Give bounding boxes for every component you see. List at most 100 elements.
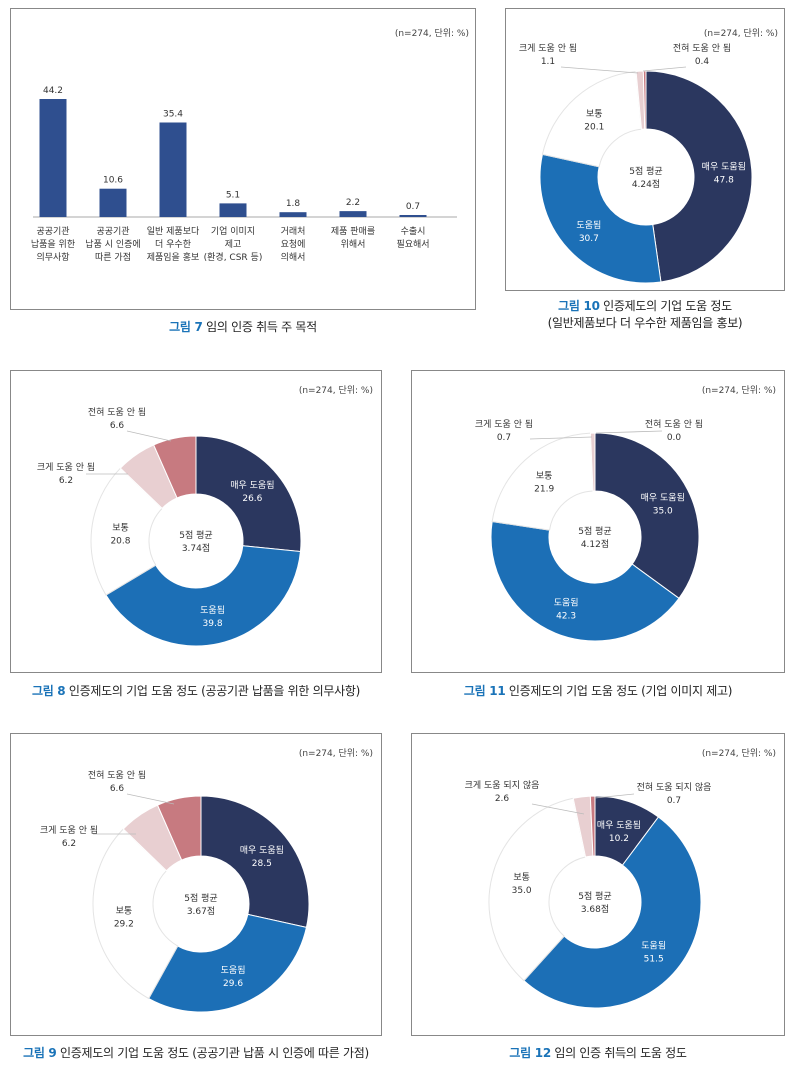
- fig10-label-helpful: 도움됨: [576, 219, 601, 231]
- fig8-donut-chart: (n=274, 단위: %) 매우 도움됨 26.6 도움됨 39.8 보통 20.8 크게…: [37, 385, 373, 647]
- fig12-caption-number: 그림 12: [509, 1046, 551, 1060]
- fig8-label-not-at_all: 전혀 도움 안 됨: [88, 406, 146, 418]
- fig11-center-value: 4.12점: [581, 538, 609, 550]
- fig7-value-label: 1.8: [286, 199, 301, 209]
- fig9-caption: 그림 9 인증제도의 기업 도움 정도 (공공기관 납품 시 인증에 따른 가점…: [10, 1044, 382, 1061]
- fig9-note: (n=274, 단위: %): [299, 748, 373, 759]
- fig10-label-neutral: 보통: [586, 109, 603, 120]
- fig7-category-label: 납품 시 인증에: [85, 239, 140, 250]
- fig7-category-label: 수출시: [401, 226, 426, 237]
- fig7-bar: [279, 212, 307, 217]
- fig8-label-helpful: 도움됨: [200, 604, 225, 616]
- fig12-slice-not-at_all: [589, 795, 596, 857]
- fig12-value-not-much: 2.6: [495, 794, 510, 804]
- fig9-label-very-helpful: 매우 도움됨: [240, 844, 284, 856]
- fig7-bar: [219, 203, 247, 217]
- fig11-slice-very-helpful: [594, 432, 700, 600]
- fig10-label-not-at_all: 전혀 도움 안 됨: [673, 42, 731, 54]
- fig12-center-value: 3.68점: [581, 903, 609, 915]
- fig11-value-very-helpful: 35.0: [653, 507, 673, 517]
- fig12-center-label: 5점 평균: [578, 890, 611, 902]
- fig9-center-value: 3.67점: [187, 905, 215, 917]
- fig11-slice-neutral: [491, 432, 594, 531]
- fig11-label-very-helpful: 매우 도움됨: [641, 492, 685, 504]
- fig9-center-label: 5점 평균: [184, 892, 217, 904]
- fig7-panel: (n=274, 단위: %) 44.2 공공기관 납품을 위한 의무사항 10.6 공공기…: [10, 8, 476, 310]
- fig9-value-not-at_all: 6.6: [110, 784, 125, 794]
- fig7-bar: [99, 188, 127, 217]
- fig7-value-label: 5.1: [226, 190, 240, 200]
- fig10-caption-line2: (일반제품보다 더 우수한 제품임을 홍보): [547, 316, 743, 330]
- fig9-value-not-much: 6.2: [62, 839, 76, 849]
- fig7-category-label: 제품임을 홍보: [147, 251, 200, 263]
- fig8-panel: (n=274, 단위: %) 매우 도움됨 26.6 도움됨 39.8 보통 20.8 크게…: [10, 370, 382, 673]
- fig10-caption-number: 그림 10: [558, 299, 600, 313]
- fig12-value-not-at_all: 0.7: [667, 796, 681, 806]
- fig12-slice-helpful: [523, 816, 702, 1009]
- fig7-caption-text: 임의 인증 취득 주 목적: [202, 320, 317, 334]
- fig7-category-label: 공공기관: [36, 226, 69, 237]
- fig8-slice-helpful: [105, 545, 302, 647]
- fig10-value-helpful: 30.7: [579, 234, 599, 244]
- fig11-slice-not-much: [589, 432, 596, 492]
- fig10-leader-line: [560, 66, 639, 74]
- fig7-category-label: 거래처: [281, 225, 306, 237]
- fig10-note: (n=274, 단위: %): [704, 28, 778, 39]
- fig12-label-neutral: 보통: [513, 872, 530, 883]
- fig7-value-label: 10.6: [103, 176, 123, 186]
- fig8-label-very-helpful: 매우 도움됨: [230, 479, 274, 491]
- fig10-label-very-helpful: 매우 도움됨: [702, 160, 746, 172]
- fig11-caption-number: 그림 11: [463, 684, 506, 698]
- fig10-value-very-helpful: 47.8: [714, 175, 734, 185]
- fig7-category-label: 필요해서: [396, 238, 429, 250]
- fig8-center-value: 3.74점: [182, 542, 210, 554]
- fig8-value-not-much: 6.2: [59, 476, 73, 486]
- fig11-caption: 그림 11 인증제도의 기업 도움 정도 (기업 이미지 제고): [411, 682, 785, 699]
- fig7-category-label: 의해서: [281, 252, 306, 263]
- fig7-bar: [39, 99, 67, 217]
- fig11-center-label: 5점 평균: [578, 525, 611, 537]
- fig10-center-label: 5점 평균: [629, 165, 662, 177]
- fig7-bar: [339, 211, 367, 217]
- fig8-center-label: 5점 평균: [179, 529, 212, 541]
- fig11-leader-line: [529, 436, 593, 440]
- fig8-caption-number: 그림 8: [31, 684, 66, 698]
- fig8-value-not-at_all: 6.6: [110, 421, 125, 431]
- fig8-slice-very-helpful: [195, 435, 302, 553]
- fig7-category-label: 제품 판매를: [331, 226, 375, 237]
- fig10-value-not-much: 1.1: [541, 57, 555, 67]
- fig11-label-not-at_all: 전혀 도움 안 됨: [645, 418, 703, 430]
- fig7-bar: [399, 215, 427, 217]
- fig10-value-not-at_all: 0.4: [695, 57, 710, 67]
- fig11-donut-chart: (n=274, 단위: %) 매우 도움됨 35.0 도움됨 42.3 보통 21.9 크게…: [475, 385, 776, 642]
- fig8-caption-text: 인증제도의 기업 도움 정도 (공공기관 납품을 위한 의무사항): [65, 684, 361, 698]
- fig12-label-helpful: 도움됨: [641, 939, 666, 951]
- fig10-value-neutral: 20.1: [584, 123, 604, 133]
- fig9-label-not-much: 크게 도움 안 됨: [40, 824, 98, 836]
- fig7-category-label: 일반 제품보다: [147, 226, 200, 237]
- fig9-value-helpful: 29.6: [223, 979, 243, 989]
- fig7-value-label: 2.2: [346, 198, 360, 208]
- fig9-leader-line: [126, 793, 175, 805]
- fig12-caption: 그림 12 임의 인증 취득의 도움 정도: [411, 1044, 785, 1061]
- fig9-label-not-at_all: 전혀 도움 안 됨: [88, 769, 146, 781]
- fig7-caption: 그림 7 임의 인증 취득 주 목적: [10, 318, 476, 335]
- fig8-slice-not-at_all: [153, 435, 197, 499]
- fig11-label-neutral: 보통: [536, 471, 553, 482]
- fig10-caption-text: 인증제도의 기업 도움 정도: [599, 299, 732, 313]
- fig11-value-not-much: 0.7: [497, 433, 511, 443]
- fig12-leader-line: [594, 793, 635, 799]
- fig7-category-label: 의무사항: [36, 252, 69, 263]
- fig11-value-helpful: 42.3: [556, 611, 576, 621]
- fig8-leader-line: [126, 430, 172, 442]
- fig8-value-very-helpful: 26.6: [242, 494, 262, 504]
- fig9-slice-neutral: [92, 828, 179, 1000]
- fig11-slice-helpful: [490, 520, 680, 642]
- fig11-caption-text: 인증제도의 기업 도움 정도 (기업 이미지 제고): [505, 684, 733, 698]
- fig7-category-label: 제고: [225, 239, 242, 250]
- fig7-category-label: 공공기관: [96, 226, 129, 237]
- fig7-category-label: (환경, CSR 등): [204, 251, 263, 263]
- fig7-category-label: 납품을 위한: [31, 239, 75, 250]
- fig9-caption-text: 인증제도의 기업 도움 정도 (공공기관 납품 시 인증에 따른 가점): [56, 1046, 369, 1060]
